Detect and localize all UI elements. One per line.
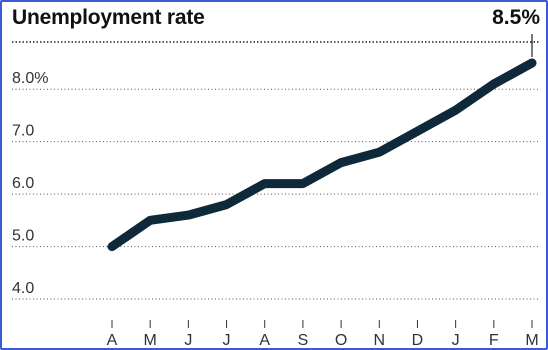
x-tick-label: M	[144, 332, 157, 349]
y-tick-label: 4.0	[12, 280, 34, 297]
x-tick-label: N	[373, 332, 385, 349]
x-tick-label: S	[298, 332, 309, 349]
x-tick-label: O	[335, 332, 347, 349]
x-tick-label: A	[107, 332, 118, 349]
y-tick-label: 7.0	[12, 123, 34, 140]
x-tick-label: D	[412, 332, 424, 349]
x-tick-label: M	[525, 332, 538, 349]
y-tick-label: 5.0	[12, 228, 34, 245]
x-tick-label: J	[452, 332, 460, 349]
chart-title: Unemployment rate	[12, 6, 205, 29]
grid-lines	[12, 88, 540, 300]
y-tick-label: 6.0	[12, 175, 34, 192]
x-tick-label: A	[259, 332, 270, 349]
y-axis-ticks: 4.0 5.0 6.0 7.0 8.0%	[12, 70, 48, 297]
x-tick-label: J	[184, 332, 192, 349]
series-line-unemployment	[107, 58, 537, 252]
last-value-callout: 8.5%	[492, 6, 540, 29]
y-tick-label: 8.0%	[12, 70, 48, 87]
x-tick-label: F	[489, 332, 499, 349]
x-tick-label: J	[223, 332, 231, 349]
